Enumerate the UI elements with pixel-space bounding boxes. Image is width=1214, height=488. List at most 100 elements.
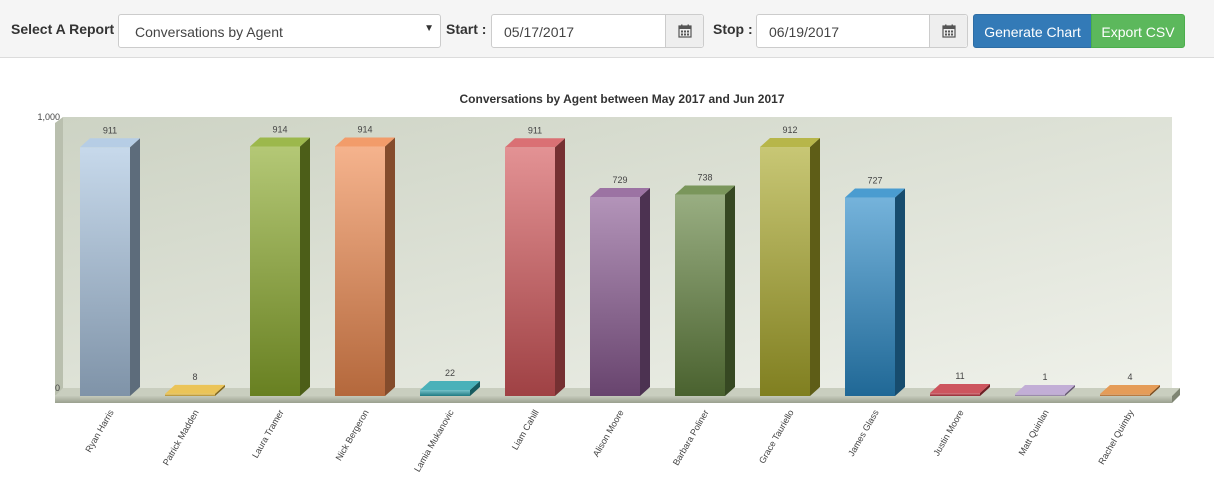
bar[interactable]: [250, 137, 310, 396]
bar[interactable]: [760, 138, 820, 397]
bar-value-label: 11: [955, 371, 964, 381]
bar-top: [165, 384, 225, 394]
report-select[interactable]: Conversations by Agent ▼: [118, 14, 441, 48]
stop-date-field[interactable]: 06/19/2017: [756, 14, 968, 48]
bar-value-label: 727: [867, 176, 882, 186]
stop-label: Stop :: [713, 21, 753, 37]
bar[interactable]: [165, 384, 225, 396]
bar-value-label: 8: [192, 372, 197, 382]
bar-front: [250, 146, 300, 396]
report-toolbar: Select A Report Conversations by Agent ▼…: [0, 0, 1214, 58]
bar-value-label: 4: [1127, 372, 1132, 382]
y-tick-label: 0: [55, 383, 60, 393]
x-tick-label: James Glass: [846, 408, 881, 458]
chart-floor-front: [55, 396, 1172, 403]
bar-top: [505, 138, 565, 148]
bar-side: [385, 137, 395, 396]
bar[interactable]: [80, 138, 140, 396]
bar-front: [335, 146, 385, 396]
bar-top: [1100, 385, 1160, 394]
bar-value-label: 22: [445, 368, 455, 378]
x-tick-label: Grace Tauriello: [757, 408, 796, 465]
generate-chart-button[interactable]: Generate Chart: [973, 14, 1092, 48]
bar-value-label: 911: [103, 125, 117, 135]
bar-top: [80, 138, 140, 148]
x-tick-label: Lamia Mukanovic: [412, 408, 456, 474]
bar-top: [930, 383, 990, 393]
bar-side: [1150, 385, 1160, 396]
bar[interactable]: [335, 137, 395, 396]
bar-side: [555, 138, 565, 396]
x-tick-label: Laura Tramer: [250, 408, 286, 460]
calendar-icon: [678, 24, 692, 38]
x-tick-label: Justin Moore: [931, 408, 965, 458]
bar[interactable]: [505, 138, 565, 396]
chart-bars: 911 Ryan Harris 8 Patrick Madden 914 Laura Tr…: [80, 124, 1160, 474]
x-tick-label: Ryan Harris: [83, 408, 116, 455]
x-tick-label: Patrick Madden: [161, 408, 201, 467]
bar[interactable]: [420, 380, 480, 396]
x-tick-label: Liam Cahill: [510, 408, 541, 452]
bar-value-label: 914: [272, 124, 287, 134]
bar-front: [675, 194, 725, 396]
x-tick-label: Rachel Quimby: [1096, 408, 1136, 467]
bar[interactable]: [845, 188, 905, 396]
bar-value-label: 914: [357, 124, 372, 134]
bar-side: [215, 384, 225, 396]
start-calendar-button[interactable]: [665, 15, 703, 47]
caret-down-icon: ▼: [424, 23, 434, 34]
bar-front: [420, 389, 470, 396]
x-tick-label: Matt Quinlan: [1017, 408, 1051, 457]
bar[interactable]: [590, 187, 650, 396]
bar-side: [895, 188, 905, 396]
bar-side: [725, 185, 735, 396]
bar-top: [760, 138, 820, 148]
bar-side: [470, 380, 480, 396]
chart-side-wall: [55, 117, 63, 396]
bar-front: [1015, 394, 1065, 396]
bar-front: [165, 393, 215, 396]
bar-side: [300, 137, 310, 396]
bar-top: [675, 185, 735, 195]
bar-top: [335, 137, 395, 147]
chart-floor-side: [1172, 388, 1180, 403]
bar-front: [505, 147, 555, 396]
report-select-value: Conversations by Agent: [135, 24, 283, 40]
export-csv-button[interactable]: Export CSV: [1091, 14, 1185, 48]
start-label: Start :: [446, 21, 487, 37]
stop-calendar-button[interactable]: [929, 15, 967, 47]
bar-front: [930, 392, 980, 396]
x-tick-label: Barbara Poliner: [671, 408, 711, 467]
report-label: Select A Report: [11, 21, 115, 37]
y-tick-label: 1,000: [37, 112, 60, 122]
bar-value-label: 1: [1042, 372, 1047, 382]
start-date-field[interactable]: 05/17/2017: [491, 14, 704, 48]
bar-side: [640, 187, 650, 396]
bar[interactable]: [1100, 385, 1160, 396]
bar-value-label: 729: [612, 175, 627, 185]
bar-front: [590, 196, 640, 396]
bar-side: [1065, 385, 1075, 396]
bar-side: [980, 383, 990, 396]
chart-title: Conversations by Agent between May 2017 …: [460, 92, 785, 106]
bar-top: [1015, 385, 1075, 394]
conversations-chart: 911 Ryan Harris 8 Patrick Madden 914 Laura Tr…: [37, 92, 1180, 474]
start-date-input[interactable]: 05/17/2017: [504, 24, 575, 40]
bar-front: [80, 147, 130, 396]
bar-value-label: 912: [782, 125, 797, 135]
bar-top: [420, 380, 480, 390]
stop-date-input[interactable]: 06/19/2017: [769, 24, 840, 40]
bar-value-label: 738: [697, 173, 712, 183]
bar[interactable]: [930, 383, 990, 396]
x-tick-label: Alison Moore: [591, 408, 626, 458]
bar-top: [845, 188, 905, 198]
bar-top: [250, 137, 310, 147]
bar-side: [810, 138, 820, 397]
bar[interactable]: [1015, 385, 1075, 396]
calendar-icon: [942, 24, 956, 38]
bar-front: [845, 197, 895, 396]
bar-side: [130, 138, 140, 396]
bar[interactable]: [675, 185, 735, 396]
bar-front: [1100, 394, 1150, 396]
bar-value-label: 911: [528, 125, 542, 135]
